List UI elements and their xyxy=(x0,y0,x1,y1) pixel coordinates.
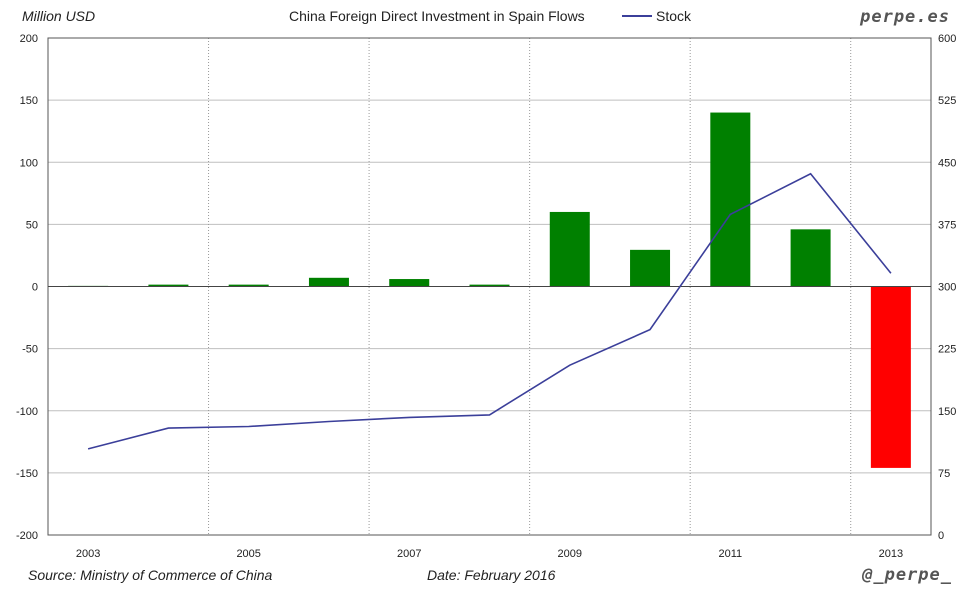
y-left-tick-label: 0 xyxy=(32,282,38,294)
legend-stock-line xyxy=(622,15,652,17)
bar-2006 xyxy=(308,277,349,287)
brand-label: perpe.es xyxy=(860,7,950,27)
y-right-tick-label: 75 xyxy=(938,468,950,480)
x-tick-label: 2011 xyxy=(718,548,742,560)
y-left-tick-label: 100 xyxy=(20,157,38,169)
y-left-tick-label: -100 xyxy=(16,406,38,418)
bar-2012 xyxy=(790,229,831,287)
y-left-tick-label: 50 xyxy=(26,219,38,231)
bar-2009 xyxy=(549,211,590,287)
y-axis-unit-label: Million USD xyxy=(22,8,96,24)
y-right-tick-label: 600 xyxy=(938,33,956,45)
y-right-tick-label: 450 xyxy=(938,157,956,169)
y-left-tick-label: 200 xyxy=(20,33,38,45)
y-left-tick-label: -200 xyxy=(16,530,38,542)
bar-2011 xyxy=(710,112,751,287)
y-right-tick-label: 525 xyxy=(938,95,956,107)
y-left-tick-label: -150 xyxy=(16,468,38,480)
y-right-tick-label: 225 xyxy=(938,344,956,356)
bar-2013 xyxy=(870,286,911,468)
y-right-tick-label: 150 xyxy=(938,406,956,418)
x-tick-label: 2013 xyxy=(879,548,903,560)
stock-line xyxy=(87,172,892,450)
chart-title: China Foreign Direct Investment in Spain… xyxy=(289,8,585,24)
y-right-tick-label: 0 xyxy=(938,530,944,542)
x-tick-label: 2009 xyxy=(558,548,582,560)
y-right-tick-label: 300 xyxy=(938,282,956,294)
y-left-tick-label: -50 xyxy=(22,344,38,356)
y-left-tick-label: 150 xyxy=(20,95,38,107)
bar-2005 xyxy=(228,284,269,287)
date-note: Date: February 2016 xyxy=(427,567,556,583)
y-right-tick-label: 375 xyxy=(938,219,956,231)
x-tick-label: 2007 xyxy=(397,548,421,560)
bar-2008 xyxy=(469,284,510,287)
bar-2007 xyxy=(389,279,430,287)
author-handle: @_perpe_ xyxy=(862,565,952,585)
bar-2010 xyxy=(630,249,671,287)
bar-2004 xyxy=(148,284,189,287)
legend-stock-label: Stock xyxy=(656,8,692,24)
source-note: Source: Ministry of Commerce of China xyxy=(28,567,273,583)
legend: Stock xyxy=(622,8,691,24)
x-tick-label: 2005 xyxy=(236,548,260,560)
x-tick-label: 2003 xyxy=(76,548,100,560)
